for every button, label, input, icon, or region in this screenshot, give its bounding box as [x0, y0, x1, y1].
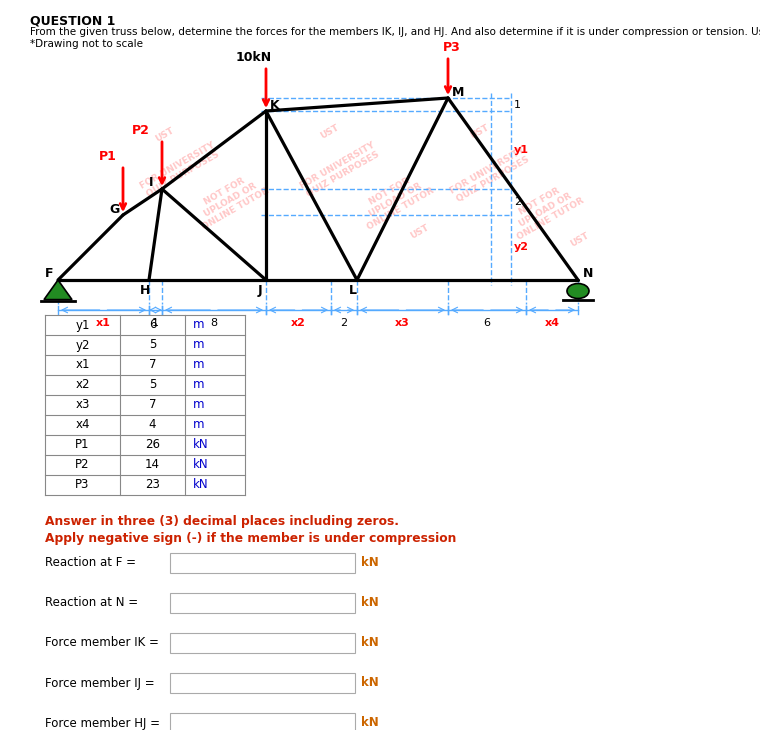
Text: 6: 6	[149, 318, 157, 331]
Text: UST: UST	[469, 123, 491, 141]
Text: UST: UST	[319, 123, 341, 141]
Text: kN: kN	[361, 717, 378, 729]
Text: Reaction at F =: Reaction at F =	[45, 556, 136, 569]
Text: m: m	[193, 399, 204, 412]
Text: Answer in three (3) decimal places including zeros.: Answer in three (3) decimal places inclu…	[45, 515, 399, 528]
Text: 1: 1	[152, 318, 159, 328]
Text: 2: 2	[514, 197, 521, 207]
FancyBboxPatch shape	[170, 553, 355, 573]
Text: 7: 7	[149, 399, 157, 412]
Polygon shape	[44, 280, 72, 299]
Text: m: m	[193, 418, 204, 431]
Text: kN: kN	[361, 677, 378, 690]
Text: x2: x2	[75, 378, 90, 391]
Text: UST: UST	[154, 126, 176, 144]
Text: P2: P2	[132, 124, 150, 137]
Text: 4: 4	[149, 418, 157, 431]
FancyBboxPatch shape	[170, 593, 355, 613]
Text: FOR UNIVERSITY
QUIZ PURPOSES: FOR UNIVERSITY QUIZ PURPOSES	[138, 140, 222, 199]
Text: kN: kN	[361, 637, 378, 650]
FancyBboxPatch shape	[170, 633, 355, 653]
Text: m: m	[193, 339, 204, 352]
Text: x1: x1	[75, 358, 90, 372]
Text: kN: kN	[193, 478, 209, 491]
Text: N: N	[583, 267, 594, 280]
Text: UST: UST	[569, 231, 591, 249]
Text: 5: 5	[149, 378, 157, 391]
Text: Apply negative sign (-) if the member is under compression: Apply negative sign (-) if the member is…	[45, 532, 456, 545]
Text: NOT FOR
UPLOAD OR
ONLINE TUTOR: NOT FOR UPLOAD OR ONLINE TUTOR	[355, 168, 435, 232]
Text: P3: P3	[443, 41, 461, 54]
Text: kN: kN	[361, 556, 378, 569]
Text: P3: P3	[75, 478, 90, 491]
Text: kN: kN	[193, 458, 209, 472]
Text: 1: 1	[514, 99, 521, 109]
Text: x4: x4	[75, 418, 90, 431]
Text: Force member IJ =: Force member IJ =	[45, 677, 154, 690]
Text: QUESTION 1: QUESTION 1	[30, 14, 116, 27]
Text: 5: 5	[149, 339, 157, 352]
Text: UST: UST	[409, 223, 431, 241]
Text: P1: P1	[75, 439, 90, 451]
Text: x3: x3	[395, 318, 410, 328]
Text: From the given truss below, determine the forces for the members IK, IJ, and HJ.: From the given truss below, determine th…	[30, 27, 760, 37]
Text: F: F	[45, 267, 53, 280]
Ellipse shape	[567, 283, 589, 299]
Text: 6: 6	[483, 318, 490, 328]
Text: I: I	[149, 176, 154, 189]
Text: FOR UNIVERSITY
QUIZ PURPOSES: FOR UNIVERSITY QUIZ PURPOSES	[448, 145, 531, 204]
Text: Reaction at N =: Reaction at N =	[45, 596, 138, 610]
FancyBboxPatch shape	[170, 673, 355, 693]
Text: P2: P2	[75, 458, 90, 472]
Text: 8: 8	[211, 318, 217, 328]
FancyBboxPatch shape	[170, 713, 355, 730]
Text: FOR UNIVERSITY
QUIZ PURPOSES: FOR UNIVERSITY QUIZ PURPOSES	[299, 140, 382, 199]
Text: x4: x4	[544, 318, 559, 328]
Text: kN: kN	[193, 439, 209, 451]
Text: x1: x1	[96, 318, 111, 328]
Text: J: J	[258, 284, 263, 297]
Text: x2: x2	[291, 318, 306, 328]
Text: P1: P1	[99, 150, 117, 163]
Text: 7: 7	[149, 358, 157, 372]
Text: kN: kN	[361, 596, 378, 610]
Text: y1: y1	[514, 145, 529, 155]
Text: 10kN: 10kN	[236, 51, 272, 64]
Text: 23: 23	[145, 478, 160, 491]
Text: m: m	[193, 358, 204, 372]
Text: Force member HJ =: Force member HJ =	[45, 717, 160, 729]
Text: NOT FOR
UPLOAD OR
ONLINE TUTOR: NOT FOR UPLOAD OR ONLINE TUTOR	[190, 168, 271, 232]
Text: H: H	[140, 284, 150, 297]
Text: y2: y2	[75, 339, 90, 352]
Text: m: m	[193, 318, 204, 331]
Text: y2: y2	[514, 242, 529, 253]
Text: 26: 26	[145, 439, 160, 451]
Text: 14: 14	[145, 458, 160, 472]
Text: m: m	[193, 378, 204, 391]
Text: Force member IK =: Force member IK =	[45, 637, 159, 650]
Text: NOT FOR
UPLOAD OR
ONLINE TUTOR: NOT FOR UPLOAD OR ONLINE TUTOR	[505, 178, 585, 242]
Text: y1: y1	[75, 318, 90, 331]
Text: M: M	[452, 86, 464, 99]
Text: 2: 2	[340, 318, 347, 328]
Text: K: K	[270, 99, 280, 112]
Text: x3: x3	[75, 399, 90, 412]
Text: G: G	[109, 203, 119, 216]
Text: L: L	[349, 284, 357, 297]
Text: *Drawing not to scale: *Drawing not to scale	[30, 39, 143, 49]
